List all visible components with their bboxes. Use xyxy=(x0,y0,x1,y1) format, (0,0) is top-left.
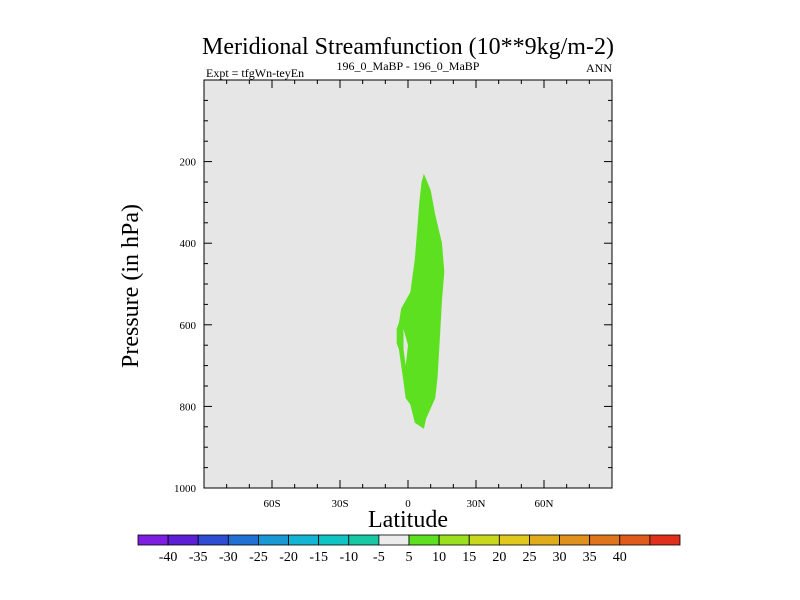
colorbar-label: 40 xyxy=(613,550,627,565)
colorbar-label: -5 xyxy=(373,550,385,565)
y-tick-label: 800 xyxy=(180,401,197,413)
colorbar-swatch xyxy=(619,534,651,546)
colorbar-label: 5 xyxy=(406,550,413,565)
y-tick-label: 600 xyxy=(180,320,197,332)
colorbar-label: 10 xyxy=(432,550,446,565)
plot-area xyxy=(204,80,612,488)
x-tick-label: 60N xyxy=(535,498,554,510)
colorbar-label: -15 xyxy=(309,550,328,565)
tick-layer: 60S 30S 0 30N 60N 200 400 600 800 1000 xyxy=(174,80,612,510)
colorbar-label: -25 xyxy=(249,550,268,565)
colorbar-swatch xyxy=(288,534,320,546)
colorbar-swatch xyxy=(167,534,199,546)
colorbar-label: -40 xyxy=(159,550,178,565)
subtitle-right: ANN xyxy=(586,61,612,75)
colorbar-swatch xyxy=(197,534,229,546)
colorbar-swatch xyxy=(378,534,410,546)
x-axis-label: Latitude xyxy=(368,507,448,533)
colorbar-label: -20 xyxy=(279,550,298,565)
x-tick-label: 30S xyxy=(331,498,348,510)
subtitle-left: Expt = tfgWn-teyEn xyxy=(206,66,304,80)
x-tick-label: 30N xyxy=(467,498,486,510)
colorbar-label: -10 xyxy=(339,550,358,565)
colorbar-swatch xyxy=(468,534,500,546)
subtitle-center: 196_0_MaBP - 196_0_MaBP xyxy=(337,59,480,73)
colorbar-swatch xyxy=(227,534,259,546)
y-tick-label: 400 xyxy=(180,238,197,250)
contour-region-positive xyxy=(396,173,445,429)
colorbar-swatch xyxy=(137,534,169,546)
colorbar-swatch xyxy=(408,534,440,546)
colorbar-swatch xyxy=(258,534,289,546)
y-axis-label: Pressure (in hPa) xyxy=(118,204,144,368)
x-tick-label: 0 xyxy=(405,498,411,510)
y-tick-label: 1000 xyxy=(174,483,197,495)
colorbar-label: 35 xyxy=(583,550,597,565)
colorbar-label: 30 xyxy=(553,550,567,565)
colorbar-label: 20 xyxy=(492,550,506,565)
colorbar-swatch xyxy=(318,534,350,546)
colorbar-label: 15 xyxy=(462,550,476,565)
colorbar-swatch xyxy=(559,534,591,546)
colorbar-swatch xyxy=(649,534,681,546)
colorbar-swatch xyxy=(348,534,380,546)
colorbar-label: -30 xyxy=(219,550,238,565)
y-tick-label: 200 xyxy=(180,157,197,169)
colorbar-label: 25 xyxy=(522,550,536,565)
colorbar-swatch xyxy=(438,534,470,546)
colorbar-swatch xyxy=(529,534,560,546)
chart-title: Meridional Streamfunction (10**9kg/m-2) xyxy=(202,34,614,60)
contour-region-layer xyxy=(396,173,445,429)
colorbar-label: -35 xyxy=(189,550,208,565)
x-tick-label: 60S xyxy=(263,498,280,510)
colorbar-swatch xyxy=(589,534,621,546)
colorbar: -40 -35 -30 -25 -20 -15 -10 -5 5 10 15 20 25 30 35 40 xyxy=(137,534,681,565)
colorbar-swatch xyxy=(498,534,530,546)
